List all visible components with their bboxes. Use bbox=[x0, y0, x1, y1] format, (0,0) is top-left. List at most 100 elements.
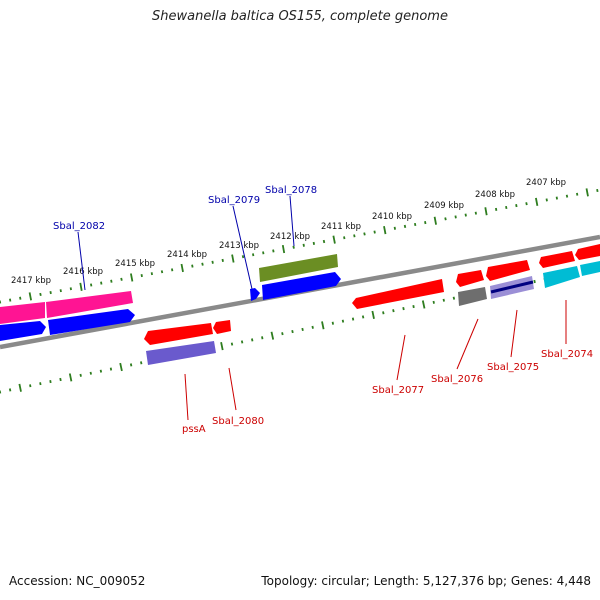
ruler-minor-tick bbox=[474, 211, 477, 215]
ruler-major-tick bbox=[130, 273, 134, 282]
gene-pink-left bbox=[0, 302, 45, 324]
ruler-major-tick bbox=[68, 373, 73, 382]
kbp-label-2408: 2408 kbp bbox=[475, 190, 515, 200]
ruler-minor-tick bbox=[515, 204, 518, 208]
ruler-minor-tick bbox=[49, 291, 52, 295]
kbp-label-2414: 2414 kbp bbox=[167, 250, 207, 260]
ruler-major-tick bbox=[371, 310, 375, 319]
kbp-label-2411: 2411 kbp bbox=[321, 222, 361, 232]
ruler-major-tick bbox=[535, 197, 539, 206]
kbp-label-2413: 2413 kbp bbox=[219, 241, 259, 251]
ruler-minor-tick bbox=[140, 274, 143, 278]
gene-blue-sbal-2078 bbox=[262, 272, 341, 300]
ruler-minor-tick bbox=[393, 226, 396, 230]
kbp-label-2415: 2415 kbp bbox=[115, 259, 155, 269]
gene-red-pssa bbox=[144, 323, 213, 345]
leader-sbal-2082 bbox=[77, 231, 86, 291]
ruler-minor-tick bbox=[251, 338, 254, 342]
ruler-minor-tick bbox=[8, 388, 12, 392]
ruler-minor-tick bbox=[120, 277, 123, 281]
gene-blue-sbal-2082 bbox=[48, 309, 135, 335]
upper-ruler bbox=[0, 188, 599, 304]
label-sbal-2076: Sbal_2076 bbox=[431, 374, 483, 385]
ruler-minor-tick bbox=[363, 232, 366, 236]
leader-sbal-2079 bbox=[232, 205, 253, 290]
label-sbal-2082: Sbal_2082 bbox=[53, 221, 105, 232]
ruler-minor-tick bbox=[322, 239, 326, 244]
leader-sbal-2080 bbox=[228, 367, 237, 411]
gene-red-small bbox=[213, 320, 231, 334]
ruler-minor-tick bbox=[464, 213, 467, 217]
ruler-minor-tick bbox=[444, 217, 447, 221]
gene-red-upper-d bbox=[575, 244, 600, 260]
ruler-minor-tick bbox=[110, 279, 113, 283]
ruler-minor-tick bbox=[281, 332, 284, 336]
ruler-minor-tick bbox=[331, 321, 334, 325]
gene-grey-sbal-2076 bbox=[458, 287, 487, 306]
ruler-minor-tick bbox=[545, 198, 548, 202]
ruler-major-tick bbox=[585, 188, 589, 197]
gene-red-upper-b bbox=[486, 260, 530, 281]
ruler-minor-tick bbox=[442, 298, 445, 302]
ruler-minor-tick bbox=[252, 253, 255, 257]
label-sbal-2079: Sbal_2079 bbox=[208, 195, 260, 206]
kbp-label-2409: 2409 kbp bbox=[424, 201, 464, 211]
ruler-minor-tick bbox=[261, 336, 264, 340]
ruler-major-tick bbox=[79, 282, 83, 291]
ruler-minor-tick bbox=[230, 342, 234, 346]
gene-olive-sbal-2078 bbox=[259, 254, 338, 282]
label-sbal-2074: Sbal_2074 bbox=[541, 349, 593, 360]
map-title: Shewanella baltica OS155, complete genom… bbox=[152, 9, 448, 24]
gene-purple-pssa bbox=[146, 341, 216, 365]
ruler-minor-tick bbox=[596, 188, 599, 193]
accession-text: Accession: NC_009052 bbox=[9, 574, 146, 588]
ruler-minor-tick bbox=[505, 205, 508, 210]
ruler-minor-tick bbox=[171, 268, 174, 272]
ruler-minor-tick bbox=[412, 305, 415, 309]
ruler-minor-tick bbox=[292, 245, 295, 249]
leader-sbal-2077 bbox=[396, 334, 406, 381]
ruler-minor-tick bbox=[291, 330, 294, 334]
kbp-label-2407: 2407 kbp bbox=[526, 178, 566, 188]
ruler-minor-tick bbox=[424, 221, 427, 225]
ruler-minor-tick bbox=[353, 234, 356, 238]
ruler-minor-tick bbox=[240, 340, 244, 344]
ruler-major-tick bbox=[270, 331, 275, 340]
ruler-major-tick bbox=[28, 292, 32, 301]
label-pssa: pssA bbox=[182, 424, 206, 435]
ruler-minor-tick bbox=[402, 307, 405, 311]
leader-sbal-2075 bbox=[510, 309, 518, 358]
ruler-minor-tick bbox=[89, 371, 92, 375]
ruler-minor-tick bbox=[9, 298, 12, 302]
ruler-minor-tick bbox=[241, 255, 245, 259]
gene-blue-left bbox=[0, 321, 46, 341]
label-sbal-2078: Sbal_2078 bbox=[265, 185, 317, 196]
ruler-minor-tick bbox=[100, 281, 103, 285]
ruler-major-tick bbox=[433, 216, 437, 225]
kbp-label-2417: 2417 kbp bbox=[11, 276, 51, 286]
ruler-minor-tick bbox=[312, 241, 315, 245]
kbp-label-2410: 2410 kbp bbox=[372, 212, 412, 222]
ruler-minor-tick bbox=[29, 384, 32, 388]
ruler-major-tick bbox=[332, 235, 336, 244]
gene-red-upper-a bbox=[456, 270, 484, 287]
ruler-minor-tick bbox=[525, 202, 528, 206]
ruler-major-tick bbox=[484, 207, 488, 216]
ruler-minor-tick bbox=[382, 311, 385, 315]
ruler-minor-tick bbox=[69, 287, 72, 291]
kbp-label-2412: 2412 kbp bbox=[270, 232, 310, 242]
gene-red-sbal-2077 bbox=[352, 279, 444, 309]
ruler-minor-tick bbox=[59, 289, 62, 293]
ruler-minor-tick bbox=[160, 270, 164, 274]
ruler-major-tick bbox=[180, 263, 184, 273]
ruler-minor-tick bbox=[351, 317, 355, 321]
ruler-minor-tick bbox=[129, 363, 133, 367]
gene-blue-sbal-2079 bbox=[250, 288, 260, 301]
ruler-minor-tick bbox=[361, 315, 365, 319]
ruler-major-tick bbox=[231, 254, 235, 263]
ruler-minor-tick bbox=[140, 361, 143, 365]
ruler-minor-tick bbox=[576, 192, 579, 196]
ruler-minor-tick bbox=[262, 251, 265, 255]
ruler-minor-tick bbox=[49, 380, 52, 384]
